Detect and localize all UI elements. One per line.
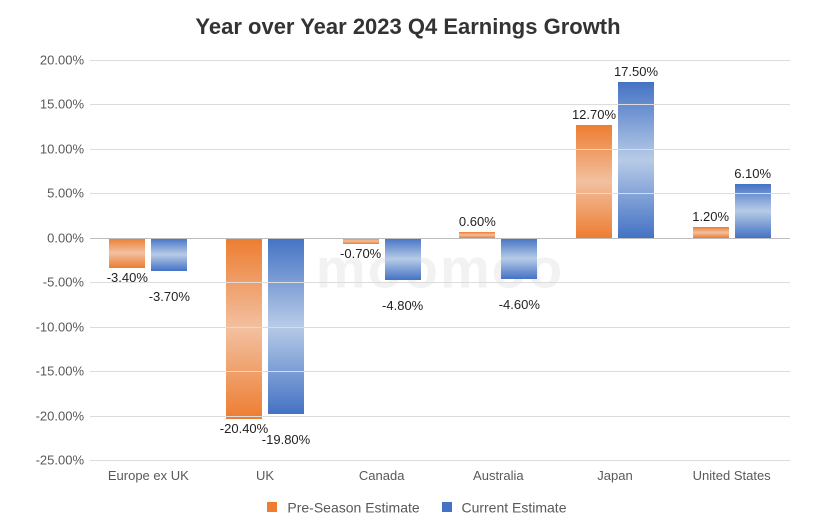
y-tick-label: 15.00%: [40, 97, 84, 112]
y-tick-label: 10.00%: [40, 141, 84, 156]
x-category-label: United States: [693, 468, 771, 483]
data-label: 6.10%: [734, 166, 771, 181]
bar-current: [501, 238, 537, 279]
data-label: -4.60%: [499, 297, 540, 312]
gridline: [90, 371, 790, 372]
y-tick-label: 20.00%: [40, 53, 84, 68]
gridline: [90, 238, 790, 239]
gridline: [90, 282, 790, 283]
bar-pre-season: [226, 238, 262, 419]
bar-pre-season: [109, 238, 145, 268]
gridline: [90, 327, 790, 328]
bar-current: [735, 184, 771, 238]
data-label: -19.80%: [262, 432, 310, 447]
bar-current: [151, 238, 187, 271]
x-category-label: Australia: [473, 468, 524, 483]
chart-title: Year over Year 2023 Q4 Earnings Growth: [0, 14, 816, 40]
x-category-label: Japan: [597, 468, 632, 483]
plot-area: moomoo 20.00%15.00%10.00%5.00%0.00%-5.00…: [90, 60, 790, 460]
legend-label-current: Current Estimate: [461, 499, 566, 515]
data-label: 0.60%: [459, 214, 496, 229]
y-tick-label: -25.00%: [36, 453, 84, 468]
y-tick-label: -10.00%: [36, 319, 84, 334]
y-tick-label: 5.00%: [47, 186, 84, 201]
bar-pre-season: [693, 227, 729, 238]
gridline: [90, 60, 790, 61]
data-label: -4.80%: [382, 298, 423, 313]
x-category-label: Europe ex UK: [108, 468, 189, 483]
gridline: [90, 460, 790, 461]
y-tick-label: -5.00%: [43, 275, 84, 290]
bar-current: [618, 82, 654, 238]
legend-swatch-pre-season: [267, 502, 277, 512]
x-category-label: UK: [256, 468, 274, 483]
legend: Pre-Season Estimate Current Estimate: [0, 498, 816, 515]
data-label: 17.50%: [614, 64, 658, 79]
gridline: [90, 104, 790, 105]
data-label: -0.70%: [340, 246, 381, 261]
bar-pre-season: [576, 125, 612, 238]
earnings-growth-chart: Year over Year 2023 Q4 Earnings Growth m…: [0, 0, 816, 525]
data-label: 12.70%: [572, 107, 616, 122]
legend-label-pre-season: Pre-Season Estimate: [287, 499, 419, 515]
y-tick-label: -20.00%: [36, 408, 84, 423]
legend-swatch-current: [442, 502, 452, 512]
gridline: [90, 149, 790, 150]
data-label: -3.70%: [149, 289, 190, 304]
gridline: [90, 193, 790, 194]
bar-layer: [90, 60, 790, 460]
y-tick-label: -15.00%: [36, 364, 84, 379]
y-tick-label: 0.00%: [47, 230, 84, 245]
bar-current: [385, 238, 421, 281]
data-label: -3.40%: [107, 270, 148, 285]
data-label: 1.20%: [692, 209, 729, 224]
x-category-label: Canada: [359, 468, 405, 483]
gridline: [90, 416, 790, 417]
